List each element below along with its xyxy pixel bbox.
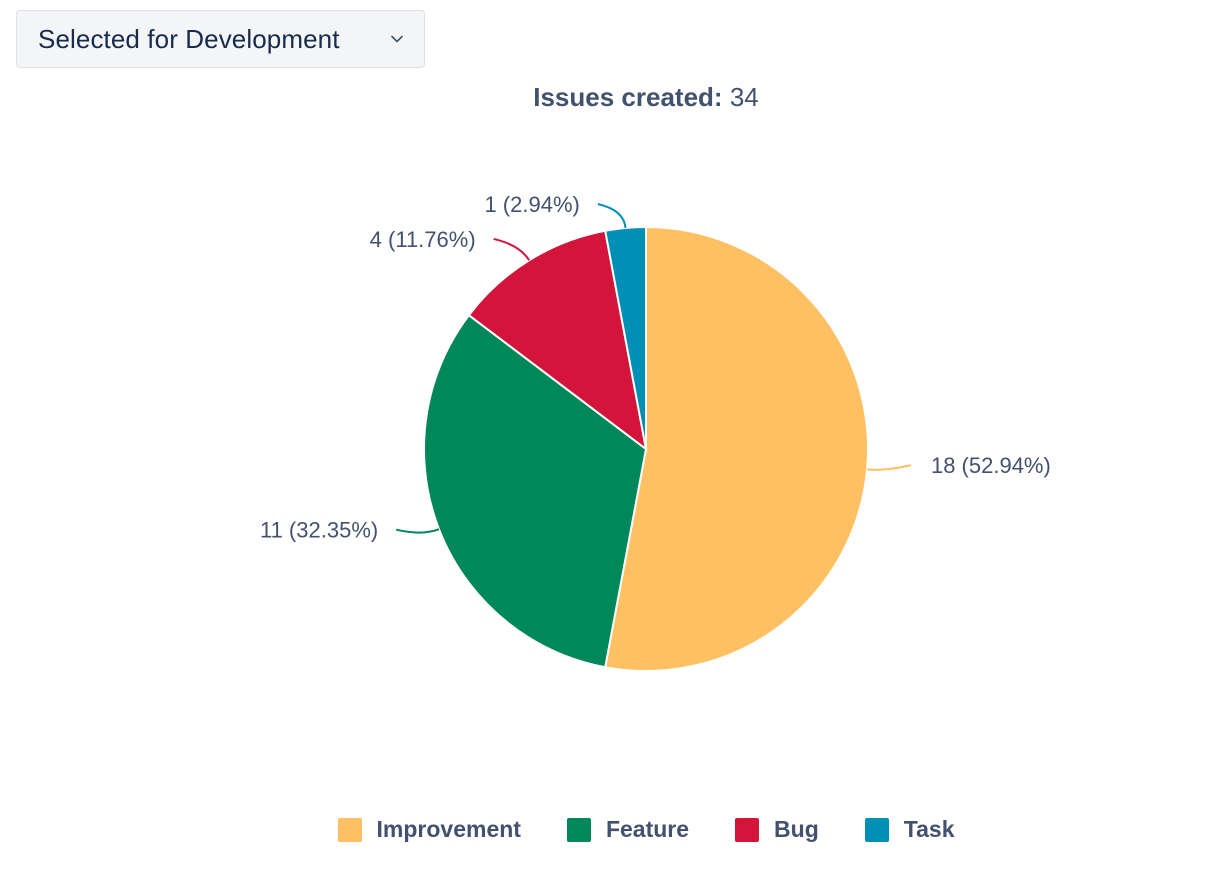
slice-label-task: 1 (2.94%) — [484, 192, 579, 217]
chart-title: Issues created: 34 — [0, 82, 1214, 113]
legend-swatch-feature — [566, 817, 591, 842]
legend-item-task[interactable]: Task — [864, 816, 955, 843]
slice-connector-bug — [493, 237, 530, 261]
legend-item-improvement[interactable]: Improvement — [337, 816, 521, 843]
legend-item-feature[interactable]: Feature — [566, 816, 690, 843]
slice-connector-improvement — [866, 464, 912, 471]
legend-label-bug: Bug — [774, 816, 819, 842]
slice-connector-feature — [395, 528, 440, 534]
chart-title-value: 34 — [729, 82, 759, 112]
slice-label-bug: 4 (11.76%) — [370, 227, 476, 252]
pie-slice-feature[interactable] — [423, 313, 648, 669]
chart-title-key: Issues created: — [533, 82, 723, 112]
legend-label-feature: Feature — [605, 816, 690, 842]
slice-label-feature: 11 (32.35%) — [260, 518, 378, 543]
pie-slice-task[interactable] — [604, 225, 647, 450]
legend-swatch-bug — [735, 817, 760, 842]
chevron-down-icon — [391, 35, 403, 43]
chart-legend: Improvement Feature Bug Task — [0, 816, 1214, 843]
status-filter-value: Selected for Development — [38, 23, 340, 54]
status-filter-dropdown[interactable]: Selected for Development — [16, 10, 425, 68]
slice-label-improvement: 18 (52.94%) — [931, 453, 1051, 478]
legend-swatch-improvement — [337, 817, 362, 842]
legend-swatch-task — [864, 817, 889, 842]
slice-connector-task — [597, 203, 627, 229]
legend-label-improvement: Improvement — [376, 816, 521, 842]
pie-chart: 18 (52.94%) 11 (32.35%) 4 (11.76%) 1 (2.94%… — [260, 192, 1051, 672]
legend-label-task: Task — [903, 816, 955, 842]
legend-item-bug[interactable]: Bug — [735, 816, 819, 843]
